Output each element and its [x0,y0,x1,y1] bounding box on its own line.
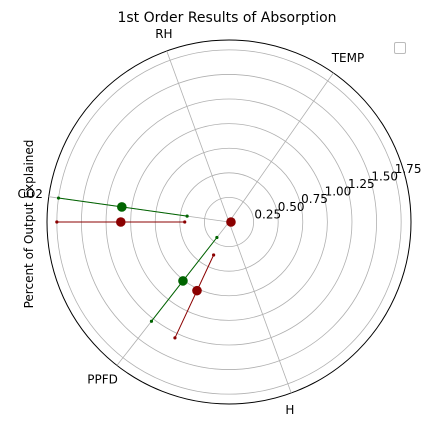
error-bar-cap [56,196,61,200]
radial-grid-circle [204,197,254,247]
category-label: H [285,403,294,417]
error-bar-cap [183,220,187,224]
error-bar-cap [215,235,219,240]
error-bar-cap [173,336,177,340]
error-bar-cap [55,220,59,224]
error-bar-cap [185,214,189,218]
category-label: PPFD [87,373,118,387]
data-layer [55,196,236,340]
r-tick-label: 1.00 [325,185,352,199]
angular-grid-line [166,50,230,223]
error-bar [174,254,215,339]
error-bar-cap [212,253,216,257]
r-tick-label: 1.25 [348,177,375,191]
data-point [192,285,202,296]
r-tick-label: 0.75 [301,192,328,206]
data-point [226,217,236,227]
category-label: TEMP [331,51,365,65]
angular-grid-line [228,72,334,223]
polar-frame [46,39,412,405]
angular-grid-line [228,221,292,394]
r-tick-label: 0.50 [278,200,305,214]
r-tick-label: 1.50 [371,169,398,183]
data-point [117,202,127,212]
legend-box [394,42,406,54]
data-point [178,276,188,286]
category-label: CO2 [17,187,42,201]
category-label: RH [155,27,172,41]
label-layer: 1st Order Results of Absorption Percent … [17,10,421,417]
y-axis-label: Percent of Output Explained [22,140,36,309]
chart-title: 1st Order Results of Absorption [117,10,336,26]
r-tick-label: 0.25 [254,207,281,221]
error-bar-cap [149,319,154,323]
data-point [115,217,126,227]
r-tick-label: 1.75 [395,162,422,176]
